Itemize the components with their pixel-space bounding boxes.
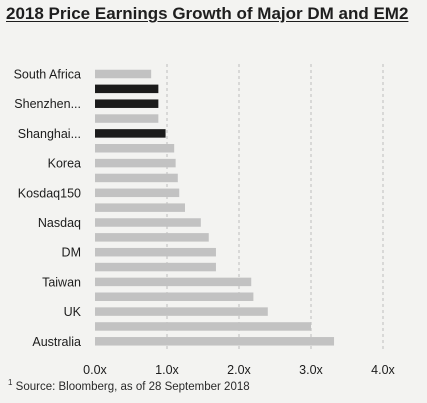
y-category-label: Kosdaq150 (18, 186, 81, 200)
y-category-label: Taiwan (42, 275, 81, 289)
x-tick-label: 0.0x (83, 363, 107, 377)
bar (95, 322, 311, 331)
bar (95, 292, 254, 301)
footnote-marker: 1 (8, 378, 13, 387)
bar (95, 129, 166, 138)
chart-source: 1 Source: Bloomberg, as of 28 September … (8, 378, 250, 393)
y-category-label: Australia (32, 335, 81, 349)
bar (95, 247, 216, 257)
bar (95, 99, 159, 108)
y-category-label: UK (64, 305, 82, 319)
bar (95, 218, 201, 227)
chart-title: 2018 Price Earnings Growth of Major DM a… (6, 4, 409, 23)
y-category-label: South Africa (14, 68, 81, 82)
bar (95, 277, 252, 287)
y-category-label: Shenzhen... (14, 97, 81, 111)
bar (95, 307, 268, 316)
bar (95, 69, 152, 79)
bar (95, 188, 180, 198)
bar (95, 203, 185, 212)
bar (95, 84, 159, 94)
bar (95, 233, 209, 242)
y-category-label: Shanghai... (18, 127, 81, 141)
x-tick-label: 1.0x (155, 363, 179, 377)
x-tick-label: 4.0x (371, 363, 395, 377)
bar (95, 337, 335, 346)
bar (95, 144, 175, 153)
x-tick-label: 2.0x (227, 363, 251, 377)
source-text: Source: Bloomberg, as of 28 September 20… (15, 380, 250, 393)
bar (95, 158, 176, 168)
y-category-label: DM (62, 246, 81, 260)
x-tick-label: 3.0x (299, 363, 323, 377)
y-category-label: Korea (48, 157, 81, 171)
bar (95, 114, 159, 123)
y-category-label: Nasdaq (38, 216, 81, 230)
bar (95, 173, 178, 183)
bar (95, 262, 216, 272)
